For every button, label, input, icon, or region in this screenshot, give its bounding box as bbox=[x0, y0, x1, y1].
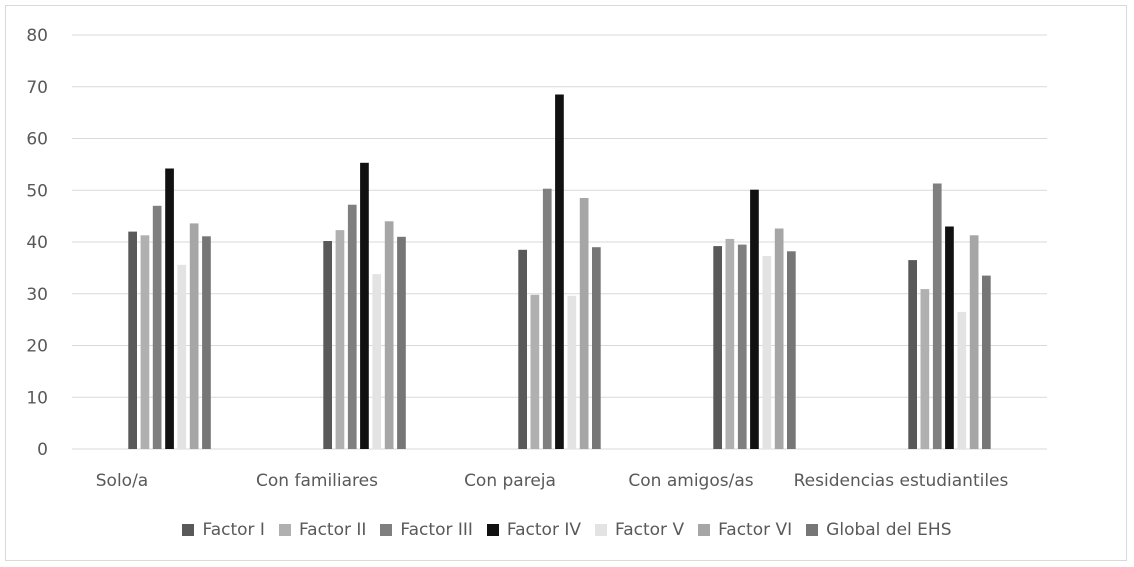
legend-swatch bbox=[182, 524, 195, 536]
x-axis-ticks: Solo/a Con familiares Con pareja Con amigos… bbox=[96, 471, 1009, 491]
bar bbox=[372, 274, 382, 449]
legend-item: Global del EHS bbox=[806, 520, 952, 540]
legend-item: Factor VI bbox=[698, 520, 792, 540]
bar bbox=[177, 264, 187, 449]
x-tick-label: Con familiares bbox=[256, 471, 378, 491]
bar bbox=[774, 228, 784, 449]
legend-label: Factor II bbox=[298, 520, 367, 540]
bar bbox=[384, 221, 394, 449]
bar bbox=[542, 188, 552, 449]
y-axis-ticks: 0 10 20 30 40 50 60 70 80 bbox=[26, 26, 48, 460]
legend-item: Factor I bbox=[182, 520, 265, 540]
bar bbox=[725, 238, 735, 449]
x-tick-label: Con amigos/as bbox=[628, 471, 753, 491]
legend-label: Factor VI bbox=[718, 520, 793, 540]
bar bbox=[920, 289, 930, 449]
bar bbox=[152, 205, 162, 449]
y-tick-label: 80 bbox=[26, 26, 48, 46]
legend-swatch bbox=[698, 524, 711, 536]
bar bbox=[750, 189, 759, 449]
bar bbox=[140, 235, 150, 449]
legend-item: Factor IV bbox=[486, 520, 581, 540]
bar bbox=[762, 256, 772, 449]
legend-item: Factor II bbox=[278, 520, 367, 540]
bar bbox=[957, 311, 967, 449]
bar bbox=[579, 198, 589, 449]
bar bbox=[323, 241, 332, 449]
legend-label: Global del EHS bbox=[826, 520, 952, 540]
legend: Factor I Factor II Factor III Factor IV Fact… bbox=[0, 520, 1134, 540]
bar bbox=[530, 294, 540, 449]
bar bbox=[360, 162, 369, 450]
bars bbox=[128, 94, 991, 450]
bar bbox=[713, 246, 722, 449]
y-tick-label: 60 bbox=[26, 130, 48, 150]
bar bbox=[555, 94, 564, 449]
x-tick-label: Residencias estudiantiles bbox=[794, 471, 1009, 491]
y-tick-label: 50 bbox=[26, 181, 48, 201]
y-tick-label: 70 bbox=[26, 78, 48, 98]
y-tick-label: 0 bbox=[37, 440, 48, 460]
bar bbox=[518, 249, 527, 449]
bar bbox=[397, 236, 406, 449]
legend-swatch bbox=[806, 524, 819, 536]
bar bbox=[567, 295, 577, 449]
bar bbox=[335, 230, 345, 449]
legend-swatch bbox=[486, 524, 499, 536]
legend-label: Factor V bbox=[615, 520, 685, 540]
y-tick-label: 10 bbox=[26, 388, 48, 408]
bar bbox=[189, 223, 199, 449]
legend-label: Factor III bbox=[400, 520, 473, 540]
legend-item: Factor III bbox=[380, 520, 473, 540]
legend-swatch bbox=[380, 524, 393, 536]
bar bbox=[737, 244, 747, 449]
bar bbox=[969, 235, 979, 449]
legend-item: Factor V bbox=[595, 520, 684, 540]
bar bbox=[347, 204, 357, 449]
x-tick-label: Con pareja bbox=[464, 471, 556, 491]
bar bbox=[945, 226, 954, 449]
bar bbox=[982, 275, 991, 449]
x-tick-label: Solo/a bbox=[96, 471, 148, 491]
y-tick-label: 40 bbox=[26, 233, 48, 253]
y-tick-label: 20 bbox=[26, 337, 48, 357]
legend-swatch bbox=[278, 524, 291, 536]
legend-label: Factor I bbox=[202, 520, 265, 540]
y-tick-label: 30 bbox=[26, 285, 48, 305]
bar bbox=[908, 260, 917, 449]
bar bbox=[592, 247, 601, 449]
bar bbox=[787, 251, 796, 449]
bar bbox=[932, 183, 942, 449]
bar bbox=[128, 231, 137, 449]
legend-label: Factor IV bbox=[506, 520, 581, 540]
legend-swatch bbox=[595, 524, 607, 536]
bar bbox=[202, 236, 211, 449]
bar bbox=[165, 168, 174, 449]
